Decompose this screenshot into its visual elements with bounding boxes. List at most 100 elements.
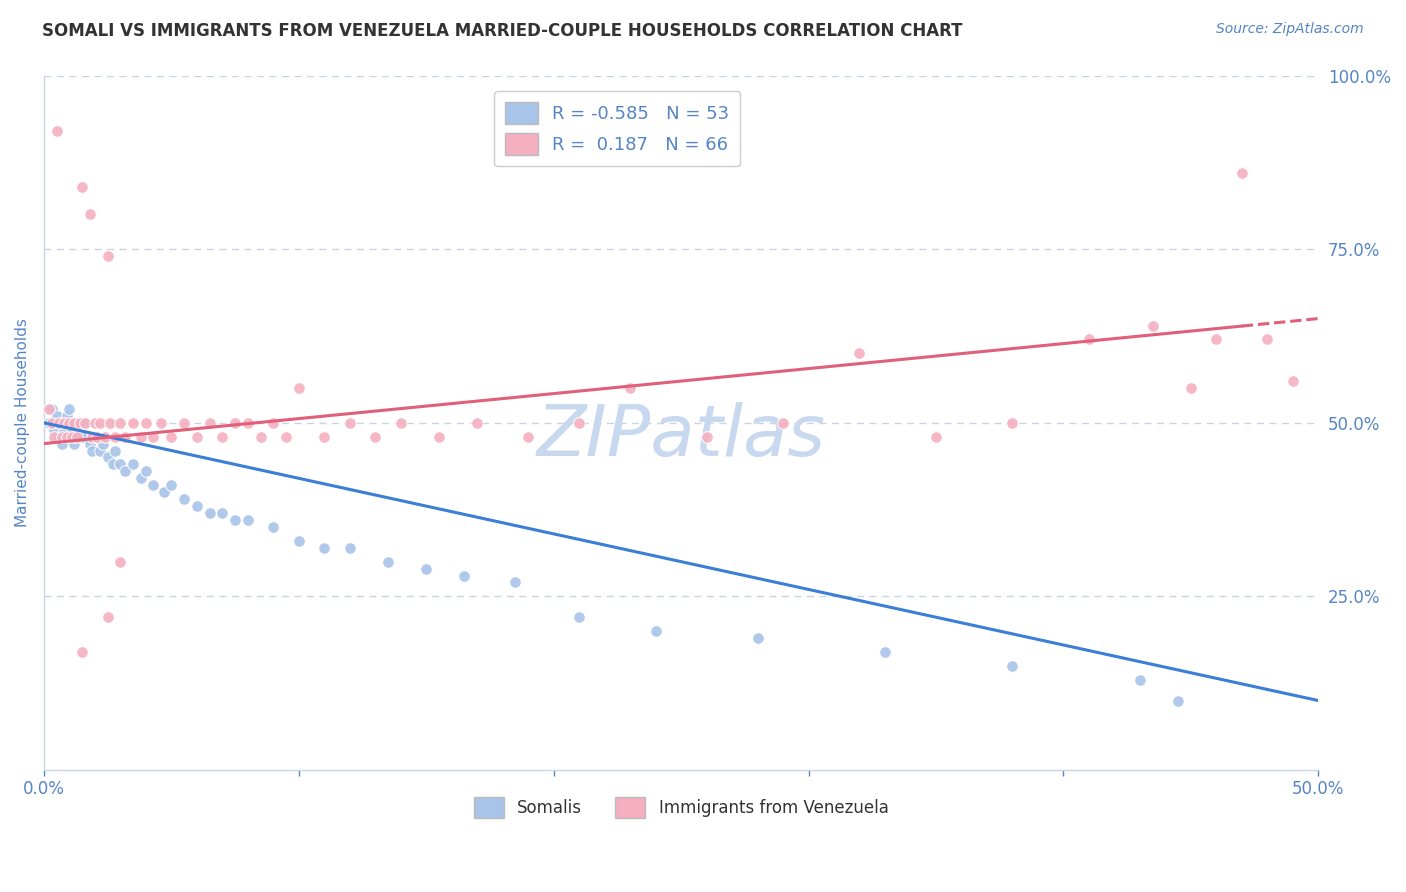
Point — [505, 575, 527, 590]
Point — [314, 541, 336, 555]
Point — [60, 430, 83, 444]
Point — [82, 430, 104, 444]
Point — [314, 430, 336, 444]
Point — [60, 423, 83, 437]
Point — [262, 520, 284, 534]
Point — [101, 458, 124, 472]
Point — [48, 416, 70, 430]
Point — [453, 568, 475, 582]
Point — [104, 430, 127, 444]
Point — [97, 610, 120, 624]
Point — [517, 430, 540, 444]
Point — [619, 381, 641, 395]
Point — [135, 416, 157, 430]
Point — [160, 478, 183, 492]
Point — [41, 416, 63, 430]
Point — [415, 561, 437, 575]
Point — [1281, 374, 1303, 388]
Point — [287, 381, 309, 395]
Point — [110, 458, 132, 472]
Point — [56, 430, 79, 444]
Point — [173, 492, 195, 507]
Point — [339, 416, 361, 430]
Point — [70, 645, 93, 659]
Point — [53, 416, 76, 430]
Point — [114, 464, 136, 478]
Point — [198, 416, 221, 430]
Point — [644, 624, 666, 639]
Point — [236, 513, 259, 527]
Point — [129, 430, 152, 444]
Point — [73, 416, 96, 430]
Point — [69, 416, 91, 430]
Point — [94, 430, 117, 444]
Point — [48, 430, 70, 444]
Point — [696, 430, 718, 444]
Point — [114, 430, 136, 444]
Point — [51, 416, 73, 430]
Point — [160, 430, 183, 444]
Point — [873, 645, 896, 659]
Point — [1230, 166, 1253, 180]
Point — [122, 458, 145, 472]
Point — [38, 416, 60, 430]
Point — [142, 430, 165, 444]
Text: SOMALI VS IMMIGRANTS FROM VENEZUELA MARRIED-COUPLE HOUSEHOLDS CORRELATION CHART: SOMALI VS IMMIGRANTS FROM VENEZUELA MARR… — [42, 22, 963, 40]
Point — [1205, 333, 1227, 347]
Point — [86, 430, 108, 444]
Point — [211, 430, 233, 444]
Point — [377, 555, 399, 569]
Point — [70, 430, 93, 444]
Point — [1167, 693, 1189, 707]
Point — [122, 416, 145, 430]
Y-axis label: Married-couple Households: Married-couple Households — [15, 318, 30, 527]
Point — [97, 450, 120, 465]
Point — [186, 499, 208, 513]
Point — [427, 430, 450, 444]
Point — [1001, 658, 1024, 673]
Point — [45, 124, 67, 138]
Point — [97, 249, 120, 263]
Point — [58, 416, 80, 430]
Point — [82, 443, 104, 458]
Point — [63, 416, 86, 430]
Point — [41, 401, 63, 416]
Point — [568, 416, 591, 430]
Point — [56, 409, 79, 423]
Point — [224, 513, 246, 527]
Point — [1180, 381, 1202, 395]
Text: Source: ZipAtlas.com: Source: ZipAtlas.com — [1216, 22, 1364, 37]
Point — [152, 485, 174, 500]
Point — [848, 346, 870, 360]
Legend: Somalis, Immigrants from Venezuela: Somalis, Immigrants from Venezuela — [467, 790, 896, 824]
Point — [1129, 673, 1152, 687]
Point — [63, 436, 86, 450]
Point — [58, 430, 80, 444]
Point — [70, 179, 93, 194]
Point — [135, 464, 157, 478]
Point — [98, 416, 121, 430]
Point — [83, 416, 105, 430]
Point — [45, 409, 67, 423]
Point — [79, 207, 101, 221]
Point — [38, 401, 60, 416]
Point — [772, 416, 794, 430]
Point — [53, 423, 76, 437]
Point — [142, 478, 165, 492]
Point — [465, 416, 488, 430]
Point — [364, 430, 387, 444]
Point — [339, 541, 361, 555]
Point — [1077, 333, 1099, 347]
Point — [747, 631, 769, 645]
Point — [73, 416, 96, 430]
Point — [89, 443, 111, 458]
Point — [51, 430, 73, 444]
Point — [42, 423, 65, 437]
Point — [198, 506, 221, 520]
Point — [249, 430, 271, 444]
Point — [1142, 318, 1164, 333]
Point — [83, 430, 105, 444]
Point — [1001, 416, 1024, 430]
Point — [91, 436, 114, 450]
Point — [186, 430, 208, 444]
